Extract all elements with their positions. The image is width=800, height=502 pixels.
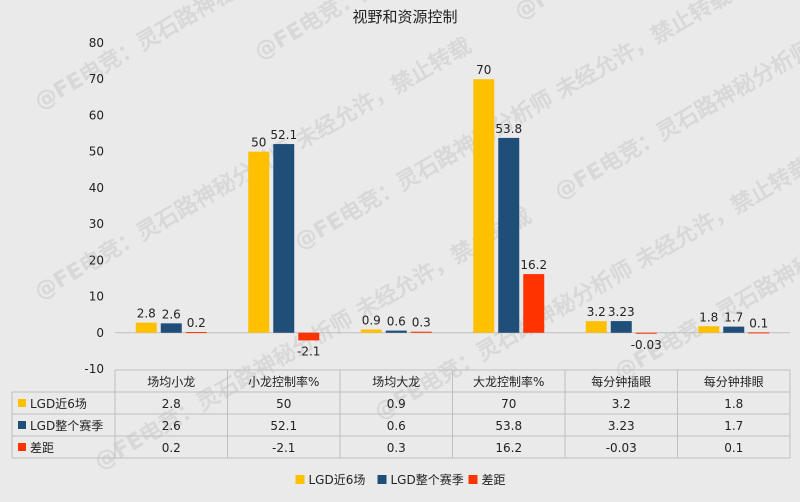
data-label: -2.1 xyxy=(297,344,320,358)
bar xyxy=(498,137,520,333)
table-cell: 0.1 xyxy=(724,441,743,455)
table-cell: 1.8 xyxy=(724,397,743,411)
bar xyxy=(610,321,632,333)
bar xyxy=(473,79,495,333)
bar xyxy=(523,274,545,333)
bars-layer: 2.8 2.6 0.2 50 52.1 -2.1 0.9 0.6 0.3 70 53.8 16.2 3.… xyxy=(135,63,770,358)
legend-label: LGD整个赛季 xyxy=(391,472,464,487)
legend-key xyxy=(377,475,387,484)
data-label: 2.6 xyxy=(162,307,181,321)
data-table: 场均小龙 小龙控制率% 场均大龙 大龙控制率% 每分钟插眼 每分钟排眼 LGD近6场 2.8 5… xyxy=(11,369,791,459)
y-tick-label: 30 xyxy=(89,217,104,231)
y-axis: -10 0 10 20 30 40 50 60 70 80 xyxy=(84,36,790,376)
bar xyxy=(185,332,207,334)
bar xyxy=(698,326,720,333)
bar xyxy=(160,323,182,333)
table-cell: 0.3 xyxy=(387,441,406,455)
table-cell: 1.7 xyxy=(724,419,743,433)
data-label: 0.9 xyxy=(362,314,381,328)
watermark-layer: @FE电竞：灵石路神秘分析师 未经允许，禁止转载@FE电竞：灵石路神秘分析师 未… xyxy=(30,0,800,475)
y-tick-label: 80 xyxy=(89,36,104,50)
data-label: 0.2 xyxy=(187,316,206,330)
legend: LGD近6场 LGD整个赛季 差距 xyxy=(295,472,506,487)
table-legend-key xyxy=(18,421,26,429)
data-label: 16.2 xyxy=(520,258,547,272)
data-label: 70 xyxy=(476,63,491,77)
y-tick-label: 0 xyxy=(96,326,104,340)
data-label: 3.2 xyxy=(587,305,606,319)
table-cell: 2.6 xyxy=(162,419,181,433)
data-label: 1.8 xyxy=(699,310,718,324)
bar xyxy=(723,326,745,333)
legend-label: LGD近6场 xyxy=(309,473,366,487)
chart-title: 视野和资源控制 xyxy=(352,8,457,26)
y-tick-label: 40 xyxy=(89,181,104,195)
table-cell: 2.8 xyxy=(162,397,181,411)
table-series-name: LGD近6场 xyxy=(30,397,87,411)
table-cell: -2.1 xyxy=(272,441,295,455)
y-tick-label: 50 xyxy=(89,145,104,159)
legend-label: 差距 xyxy=(482,473,506,487)
category-label: 小龙控制率% xyxy=(248,374,319,389)
legend-key xyxy=(468,475,478,484)
table-series-name: 差距 xyxy=(30,441,54,455)
y-tick-label: 60 xyxy=(89,108,104,122)
table-cell: 3.23 xyxy=(608,419,635,433)
category-label: 大龙控制率% xyxy=(473,374,544,389)
table-cell: 0.9 xyxy=(387,397,406,411)
data-label: 0.6 xyxy=(387,315,406,329)
table-cell: 70 xyxy=(501,397,516,411)
bar xyxy=(635,332,657,334)
data-label: 50 xyxy=(251,136,266,150)
legend-key xyxy=(295,475,305,484)
category-label: 每分钟排眼 xyxy=(704,374,764,389)
bar xyxy=(298,332,320,341)
bar xyxy=(360,329,382,333)
table-cell: 52.1 xyxy=(270,419,297,433)
data-label: 1.7 xyxy=(724,311,743,325)
bar xyxy=(248,151,270,333)
table-legend-key xyxy=(18,399,26,407)
category-label: 每分钟插眼 xyxy=(591,374,651,389)
table-legend-key xyxy=(18,443,26,451)
watermark-text: @FE电竞：灵石路神秘分析师 未经允许，禁止转载 xyxy=(510,0,800,25)
bar xyxy=(273,144,295,333)
table-cell: 0.2 xyxy=(162,441,181,455)
table-series-name: LGD整个赛季 xyxy=(30,418,103,433)
data-label: 3.23 xyxy=(608,305,635,319)
data-label: 0.3 xyxy=(412,316,431,330)
y-tick-label: 10 xyxy=(89,290,104,304)
data-label: 52.1 xyxy=(270,128,297,142)
data-label: 2.8 xyxy=(137,307,156,321)
table-cell: 3.2 xyxy=(612,397,631,411)
bar xyxy=(585,321,607,333)
table-cell: 53.8 xyxy=(495,419,522,433)
y-tick-label: 20 xyxy=(89,253,104,267)
data-label: 0.1 xyxy=(749,316,768,330)
table-cell: 16.2 xyxy=(495,441,522,455)
bar xyxy=(748,332,770,334)
category-label: 场均大龙 xyxy=(372,375,420,389)
table-cell: 0.6 xyxy=(387,419,406,433)
data-label: 53.8 xyxy=(495,122,522,136)
y-tick-label: -10 xyxy=(84,362,104,376)
data-label: -0.03 xyxy=(631,338,662,352)
bar xyxy=(410,331,432,333)
table-cell: 50 xyxy=(276,397,291,411)
category-label: 场均小龙 xyxy=(147,375,195,389)
y-tick-label: 70 xyxy=(89,72,104,86)
bar xyxy=(135,322,157,333)
table-cell: -0.03 xyxy=(606,441,637,455)
bar xyxy=(385,330,407,333)
